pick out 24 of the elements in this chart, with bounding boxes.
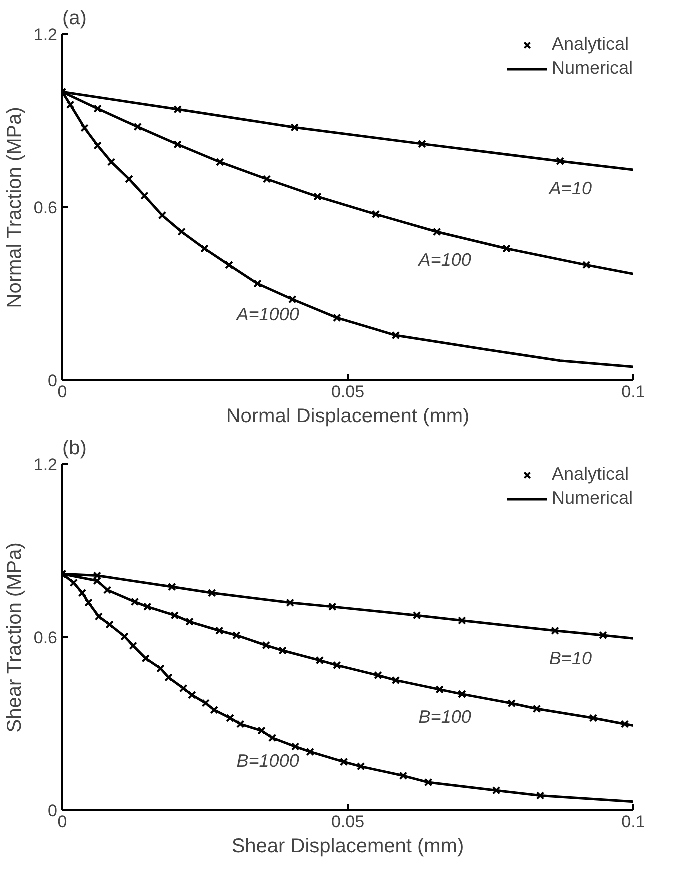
x-axis-title: Normal Displacement (mm) <box>226 406 470 428</box>
y-axis-title: Shear Traction (MPa) <box>4 542 26 733</box>
y-axis-title: Normal Traction (MPa) <box>4 107 26 308</box>
legend-label: Numerical <box>552 488 633 509</box>
annotation: B=100 <box>418 706 472 727</box>
legend-label: Numerical <box>552 58 633 79</box>
annotation: B=1000 <box>236 751 300 772</box>
legend-label: Analytical <box>552 34 630 55</box>
y-tick-label: 0.6 <box>34 628 58 648</box>
x-tick-label: 0.05 <box>331 382 365 402</box>
y-tick-label: 0.6 <box>34 198 58 218</box>
legend-label: Analytical <box>552 464 630 485</box>
annotation: A=100 <box>418 250 472 270</box>
annotation: A=1000 <box>236 304 300 325</box>
y-tick-label: 1.2 <box>34 456 58 474</box>
chart-title: (a) <box>62 8 87 30</box>
x-tick-label: 0.1 <box>622 382 646 402</box>
annotation: B=10 <box>549 648 592 668</box>
annotation: A=10 <box>548 178 592 199</box>
x-tick-label: 0.05 <box>331 812 365 832</box>
x-axis-title: Shear Displacement (mm) <box>232 836 464 858</box>
x-tick-label: 0.1 <box>622 812 646 832</box>
chart-title: (b) <box>62 438 87 460</box>
y-tick-label: 1.2 <box>34 26 58 44</box>
